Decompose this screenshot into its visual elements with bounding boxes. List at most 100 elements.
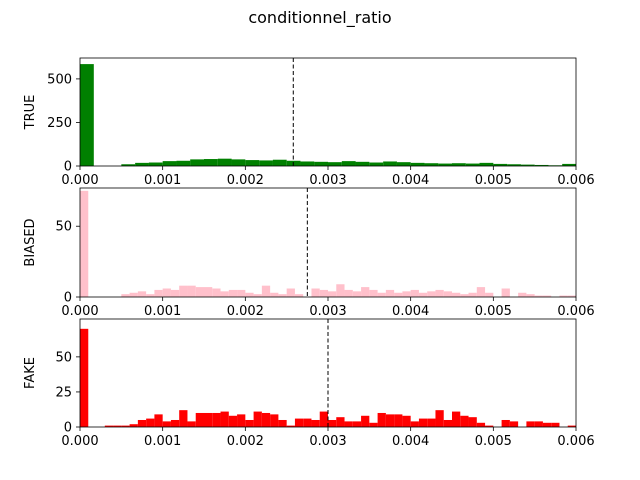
histogram-bar	[80, 328, 89, 427]
x-tick-label: 0.006	[557, 434, 594, 449]
histogram-bar	[314, 161, 328, 166]
x-tick-label: 0.002	[227, 173, 264, 188]
histogram-bar	[344, 289, 353, 297]
histogram-bar	[162, 421, 171, 427]
histogram-bar	[542, 295, 552, 297]
histogram-bar	[253, 294, 262, 297]
x-tick-label: 0.001	[144, 304, 181, 319]
histogram-bar	[562, 163, 576, 166]
histogram-bar	[341, 161, 356, 166]
histogram-bar	[418, 292, 428, 297]
histogram-bar	[385, 289, 395, 297]
x-tick-label: 0.000	[61, 434, 98, 449]
histogram-bar	[493, 163, 508, 166]
histogram-bar	[104, 425, 114, 427]
histogram-bar	[195, 412, 204, 427]
histogram-bar	[394, 292, 403, 297]
histogram-bar	[402, 291, 411, 297]
x-tick-label: 0.000	[61, 304, 98, 319]
histogram-bar	[300, 161, 315, 166]
histogram-bar	[501, 419, 510, 427]
histogram-bar	[220, 411, 229, 427]
histogram-bar	[435, 410, 444, 427]
histogram-bar	[526, 421, 535, 427]
histogram-bar	[121, 164, 136, 166]
histogram-bar	[187, 285, 196, 297]
histogram-bar	[361, 415, 370, 427]
histogram-bar	[270, 292, 279, 297]
histogram-bar	[361, 287, 370, 297]
histogram-bar	[507, 164, 521, 166]
histogram-bar	[204, 412, 213, 427]
histogram-bar	[518, 292, 527, 297]
histogram-bar	[427, 418, 436, 427]
histogram-bar	[534, 164, 549, 166]
y-axis-label: BIASED	[23, 218, 38, 266]
panel-fake: 0.000 0.001 0.002 0.003 0.004 0.005 0.006 0 25 50…	[23, 318, 595, 449]
histogram-bar	[129, 424, 138, 427]
histogram-bar	[270, 414, 279, 427]
panel-true: 0.000 0.001 0.002 0.003 0.004 0.005 0.006 0 250 5…	[23, 57, 595, 188]
histogram-bar	[328, 291, 337, 297]
histogram-bar	[187, 421, 196, 427]
y-axis-label: FAKE	[23, 357, 38, 389]
histogram-bar	[443, 419, 452, 427]
histogram-bar	[80, 64, 94, 166]
panel-biased: 0.000 0.001 0.002 0.003 0.004 0.005 0.006 0 50 BI…	[23, 187, 595, 319]
histogram-bar	[485, 292, 494, 297]
histogram-bar	[485, 425, 494, 427]
histogram-bar	[129, 292, 138, 297]
histogram-bar	[402, 415, 411, 427]
histogram-bar	[385, 414, 395, 427]
histogram-bar	[534, 295, 543, 297]
y-tick-label: 0	[64, 160, 72, 175]
histogram-bar	[435, 289, 444, 297]
histogram-bar	[179, 285, 188, 297]
histogram-bar	[170, 419, 180, 427]
histogram-bar	[452, 163, 466, 166]
histogram-bar	[154, 289, 163, 297]
histogram-bar	[328, 162, 342, 166]
histogram-bar	[369, 162, 384, 166]
histogram-bar	[336, 284, 345, 297]
histogram-bar	[261, 412, 271, 427]
histogram-bar	[154, 414, 163, 427]
histogram-bar	[80, 190, 89, 297]
histogram-bar	[137, 419, 147, 427]
histogram-bar	[567, 295, 576, 297]
histogram-bar	[352, 421, 362, 427]
histogram-bar	[228, 415, 238, 427]
y-tick-label: 25	[55, 385, 72, 400]
histogram-bar	[534, 421, 543, 427]
histogram-bar	[135, 162, 149, 166]
histogram-bar	[418, 418, 428, 427]
histogram-bar	[237, 289, 246, 297]
histogram-bar	[179, 410, 188, 427]
histogram-bar	[170, 289, 180, 297]
x-tick-label: 0.003	[309, 173, 346, 188]
x-tick-label: 0.004	[392, 173, 429, 188]
histogram-bar	[195, 287, 204, 297]
axes-frame	[79, 57, 577, 167]
x-tick-label: 0.000	[61, 173, 98, 188]
histogram-bar	[286, 288, 295, 297]
histogram-bar	[377, 412, 386, 427]
histogram-bar	[245, 160, 260, 166]
histogram-bar	[220, 291, 229, 297]
histogram-bar	[212, 412, 221, 427]
histogram-bar	[551, 422, 560, 427]
histogram-bar	[369, 289, 378, 297]
histogram-bar	[303, 418, 312, 427]
histogram-bar	[460, 294, 469, 297]
y-axis-label: TRUE	[23, 95, 38, 131]
figure-title: conditionnel_ratio	[248, 8, 391, 28]
histogram-bar	[286, 425, 295, 427]
histogram-bar	[237, 414, 246, 427]
histogram-bar	[146, 418, 155, 427]
x-tick-label: 0.004	[392, 434, 429, 449]
histogram-bar	[228, 289, 238, 297]
y-tick-label: 250	[47, 116, 72, 131]
histogram-bar	[520, 164, 535, 166]
histogram-bar	[294, 418, 304, 427]
histogram-bar	[355, 161, 370, 166]
